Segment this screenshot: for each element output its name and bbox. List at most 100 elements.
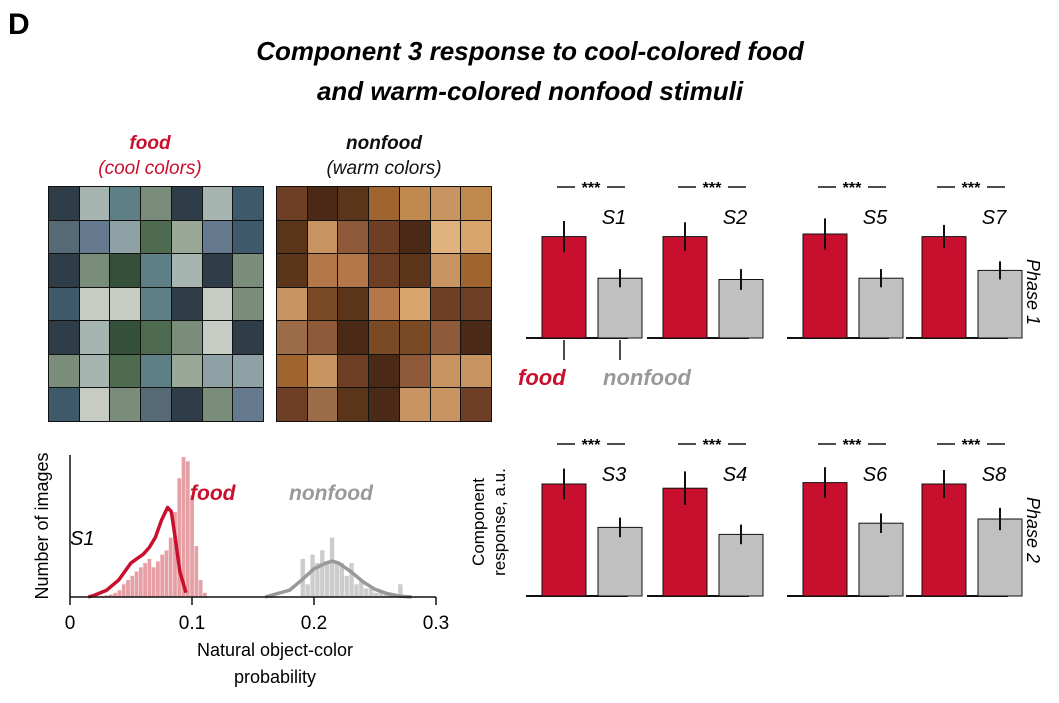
histogram-bin-nonfood [344, 575, 349, 597]
photo-tile [49, 287, 79, 321]
photo-tile [202, 254, 233, 287]
photo-tile [430, 388, 461, 421]
bar-food-S7 [921, 236, 967, 339]
photo-tile [430, 321, 461, 354]
photo-tile [49, 254, 79, 287]
photo-tile [338, 388, 369, 421]
histogram-bin-food [177, 478, 182, 597]
subject-label-S3: S3 [602, 464, 626, 486]
photo-tile [277, 354, 307, 388]
photo-tile [202, 287, 233, 321]
photo-tile [110, 220, 141, 254]
photo-tile [399, 187, 430, 220]
significance-marker: *** [582, 437, 601, 454]
nonfood-group-sublabel: (warm colors) [326, 158, 441, 179]
histogram-bin-nonfood [349, 563, 354, 597]
x-tick-label: 0.3 [423, 613, 449, 634]
photo-tile [430, 287, 461, 321]
photo-tile [399, 220, 430, 254]
photo-tile [338, 187, 369, 220]
photo-tile [171, 187, 202, 220]
x-tick-label: 0.1 [179, 613, 205, 634]
histogram-bin-food [202, 592, 207, 597]
photo-tile [461, 321, 491, 354]
photo-tile [338, 287, 369, 321]
subject-label-S7: S7 [982, 207, 1007, 229]
photo-tile [233, 354, 263, 388]
photo-tile [171, 354, 202, 388]
histogram-bin-food [194, 546, 199, 597]
photo-tile [307, 321, 338, 354]
chart-title-line1: Component 3 response to cool-colored foo… [256, 36, 805, 66]
significance-marker: *** [962, 180, 981, 197]
photo-tile [277, 254, 307, 287]
histogram-bin-food [109, 594, 113, 597]
photo-tile [461, 354, 491, 388]
photo-tile [369, 388, 399, 421]
histogram-bin-food [104, 595, 109, 597]
photo-tile [202, 187, 233, 220]
bar-nonfood-S7 [977, 269, 1023, 339]
photo-tile [369, 321, 399, 354]
x-tick-label: 0.2 [301, 613, 327, 634]
photo-tile [277, 220, 307, 254]
significance-marker: *** [703, 180, 722, 197]
significance-marker: *** [582, 180, 601, 197]
photo-tile [79, 321, 110, 354]
photo-tile [399, 354, 430, 388]
photo-tile [141, 187, 171, 220]
histogram-bin-nonfood [320, 550, 325, 597]
histogram-bin-nonfood [354, 584, 359, 597]
photo-tile [202, 220, 233, 254]
photo-tile [277, 321, 307, 354]
photo-tile [399, 388, 430, 421]
histogram-bin-nonfood [329, 537, 335, 597]
photo-tile [399, 321, 430, 354]
histogram-bin-food [164, 550, 169, 597]
photo-tile [430, 254, 461, 287]
histogram-bin-food [117, 590, 122, 597]
photo-tile [277, 388, 307, 421]
histogram-bin-nonfood [373, 592, 379, 597]
photo-tile [233, 220, 263, 254]
bar-nonfood-S1 [597, 277, 643, 339]
bar-chart-phase-1: ***S1***S2***S5***S7 [526, 180, 1023, 360]
histogram-bin-nonfood [324, 563, 330, 597]
histogram-bin-nonfood [398, 584, 403, 597]
photo-tile [79, 254, 110, 287]
bar-nonfood-S5 [858, 277, 904, 339]
legend-nonfood: nonfood [603, 365, 692, 390]
significance-marker: *** [843, 180, 862, 197]
histogram-bin-nonfood [339, 563, 344, 597]
photo-tile [110, 388, 141, 421]
photo-tile [49, 220, 79, 254]
subject-label-S5: S5 [863, 207, 888, 229]
bar-food-S4 [662, 487, 708, 597]
subject-label-S1: S1 [602, 207, 626, 229]
photo-tile [461, 187, 491, 220]
histogram-bin-food [126, 580, 130, 597]
photo-tile [369, 220, 399, 254]
histogram-xlabel-line1: Natural object-color [197, 640, 353, 660]
photo-tile [307, 354, 338, 388]
bar-chart-phase-2: ***S3***S4***S6***S8 [526, 437, 1023, 597]
photo-tile [141, 321, 171, 354]
photo-tile [307, 254, 338, 287]
histogram-bin-food [168, 537, 173, 597]
photo-tile [430, 187, 461, 220]
histogram-bin-food [134, 571, 139, 597]
histogram-bin-nonfood [305, 584, 310, 597]
nonfood-group-label: nonfood [346, 133, 422, 154]
photo-tile [338, 254, 369, 287]
bar-nonfood-S8 [977, 518, 1023, 597]
photo-tile [171, 321, 202, 354]
panel-label: D [8, 8, 30, 41]
histogram-bin-food [138, 567, 143, 597]
histogram-bin-food [147, 558, 152, 597]
photo-tile [307, 287, 338, 321]
photo-tile [79, 187, 110, 220]
photo-tile [49, 354, 79, 388]
photo-tile [110, 354, 141, 388]
histogram-bin-nonfood [359, 580, 364, 597]
bar-nonfood-S6 [858, 522, 904, 597]
